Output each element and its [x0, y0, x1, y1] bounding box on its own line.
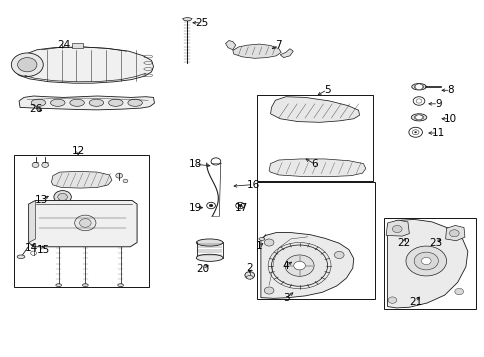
Ellipse shape — [32, 162, 39, 167]
Circle shape — [75, 215, 96, 231]
Polygon shape — [385, 220, 408, 236]
Circle shape — [271, 245, 327, 286]
Polygon shape — [270, 97, 359, 122]
Ellipse shape — [118, 284, 123, 287]
Bar — [72, 42, 83, 47]
Circle shape — [333, 251, 343, 258]
Ellipse shape — [108, 99, 123, 106]
Ellipse shape — [82, 284, 88, 287]
Ellipse shape — [31, 99, 45, 106]
Circle shape — [238, 204, 242, 207]
Ellipse shape — [70, 99, 84, 106]
Text: 26: 26 — [29, 104, 42, 114]
Bar — [257, 182, 375, 300]
Polygon shape — [280, 49, 293, 57]
Circle shape — [405, 246, 446, 276]
Polygon shape — [445, 225, 464, 241]
Ellipse shape — [50, 99, 65, 106]
Text: 8: 8 — [446, 85, 453, 95]
Polygon shape — [29, 201, 137, 247]
Text: 9: 9 — [434, 99, 441, 109]
Text: 12: 12 — [71, 146, 85, 156]
Text: 20: 20 — [196, 264, 209, 274]
Text: 19: 19 — [188, 203, 201, 213]
Text: 15: 15 — [37, 245, 50, 255]
Ellipse shape — [116, 173, 122, 178]
Polygon shape — [182, 17, 192, 21]
Circle shape — [414, 84, 422, 90]
Text: 14: 14 — [25, 243, 38, 253]
Polygon shape — [387, 220, 467, 308]
Ellipse shape — [56, 284, 61, 287]
Text: 13: 13 — [35, 195, 48, 205]
Circle shape — [285, 255, 314, 276]
Text: 18: 18 — [188, 159, 201, 169]
Circle shape — [11, 53, 43, 76]
Circle shape — [58, 193, 67, 201]
Circle shape — [54, 191, 71, 203]
Circle shape — [79, 219, 91, 227]
Circle shape — [449, 230, 458, 237]
Text: 1: 1 — [256, 241, 262, 251]
Bar — [14, 155, 149, 287]
Circle shape — [17, 57, 37, 72]
Circle shape — [387, 225, 396, 231]
Text: 5: 5 — [323, 85, 330, 95]
Circle shape — [209, 204, 212, 207]
Text: 24: 24 — [57, 40, 70, 50]
Text: 7: 7 — [275, 40, 282, 50]
Circle shape — [453, 230, 461, 237]
Circle shape — [454, 288, 463, 295]
Circle shape — [387, 297, 396, 303]
Circle shape — [293, 261, 305, 270]
Circle shape — [264, 239, 273, 246]
Ellipse shape — [196, 239, 223, 246]
Bar — [383, 218, 475, 310]
Circle shape — [264, 287, 273, 294]
Text: 10: 10 — [443, 114, 456, 124]
Ellipse shape — [413, 115, 423, 120]
Polygon shape — [29, 201, 35, 242]
Ellipse shape — [123, 179, 128, 183]
Bar — [257, 95, 372, 181]
Ellipse shape — [411, 84, 425, 90]
Text: 25: 25 — [195, 18, 208, 28]
Ellipse shape — [413, 85, 423, 89]
Polygon shape — [14, 47, 153, 83]
Circle shape — [414, 132, 416, 133]
Ellipse shape — [42, 162, 48, 167]
Text: 2: 2 — [246, 263, 253, 273]
Text: 22: 22 — [396, 238, 409, 248]
Text: 4: 4 — [282, 261, 289, 271]
Text: 17: 17 — [234, 203, 248, 213]
Text: 16: 16 — [246, 180, 260, 190]
Polygon shape — [260, 232, 353, 298]
Text: 21: 21 — [408, 297, 422, 307]
Circle shape — [392, 225, 401, 232]
Ellipse shape — [17, 255, 25, 258]
Polygon shape — [269, 159, 365, 177]
Ellipse shape — [246, 276, 253, 279]
Polygon shape — [51, 171, 112, 188]
Polygon shape — [232, 44, 281, 58]
Circle shape — [415, 115, 422, 120]
Circle shape — [421, 257, 430, 265]
Ellipse shape — [196, 254, 223, 261]
Ellipse shape — [128, 99, 142, 106]
Polygon shape — [19, 96, 154, 110]
Circle shape — [413, 252, 438, 270]
Text: 3: 3 — [282, 293, 289, 303]
Circle shape — [244, 272, 254, 279]
Text: 6: 6 — [311, 159, 318, 169]
Text: 11: 11 — [431, 128, 444, 138]
Ellipse shape — [410, 114, 426, 121]
Text: 23: 23 — [428, 238, 442, 248]
Polygon shape — [225, 41, 235, 50]
Ellipse shape — [89, 99, 104, 106]
Ellipse shape — [258, 237, 264, 240]
